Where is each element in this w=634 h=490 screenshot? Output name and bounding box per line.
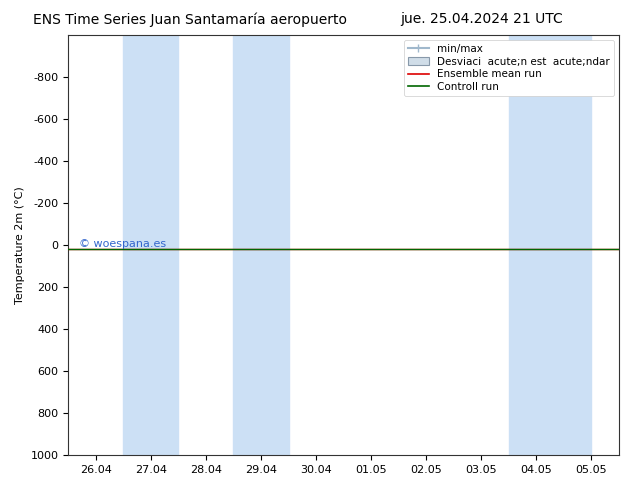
Y-axis label: Temperature 2m (°C): Temperature 2m (°C) <box>15 186 25 304</box>
Text: jue. 25.04.2024 21 UTC: jue. 25.04.2024 21 UTC <box>401 12 563 26</box>
Legend: min/max, Desviaci  acute;n est  acute;ndar, Ensemble mean run, Controll run: min/max, Desviaci acute;n est acute;ndar… <box>404 40 614 96</box>
Bar <box>564 35 592 455</box>
Bar <box>233 35 288 455</box>
Bar <box>509 35 564 455</box>
Bar <box>124 35 178 455</box>
Text: © woespana.es: © woespana.es <box>79 239 166 249</box>
Text: ENS Time Series Juan Santamaría aeropuerto: ENS Time Series Juan Santamaría aeropuer… <box>33 12 347 27</box>
